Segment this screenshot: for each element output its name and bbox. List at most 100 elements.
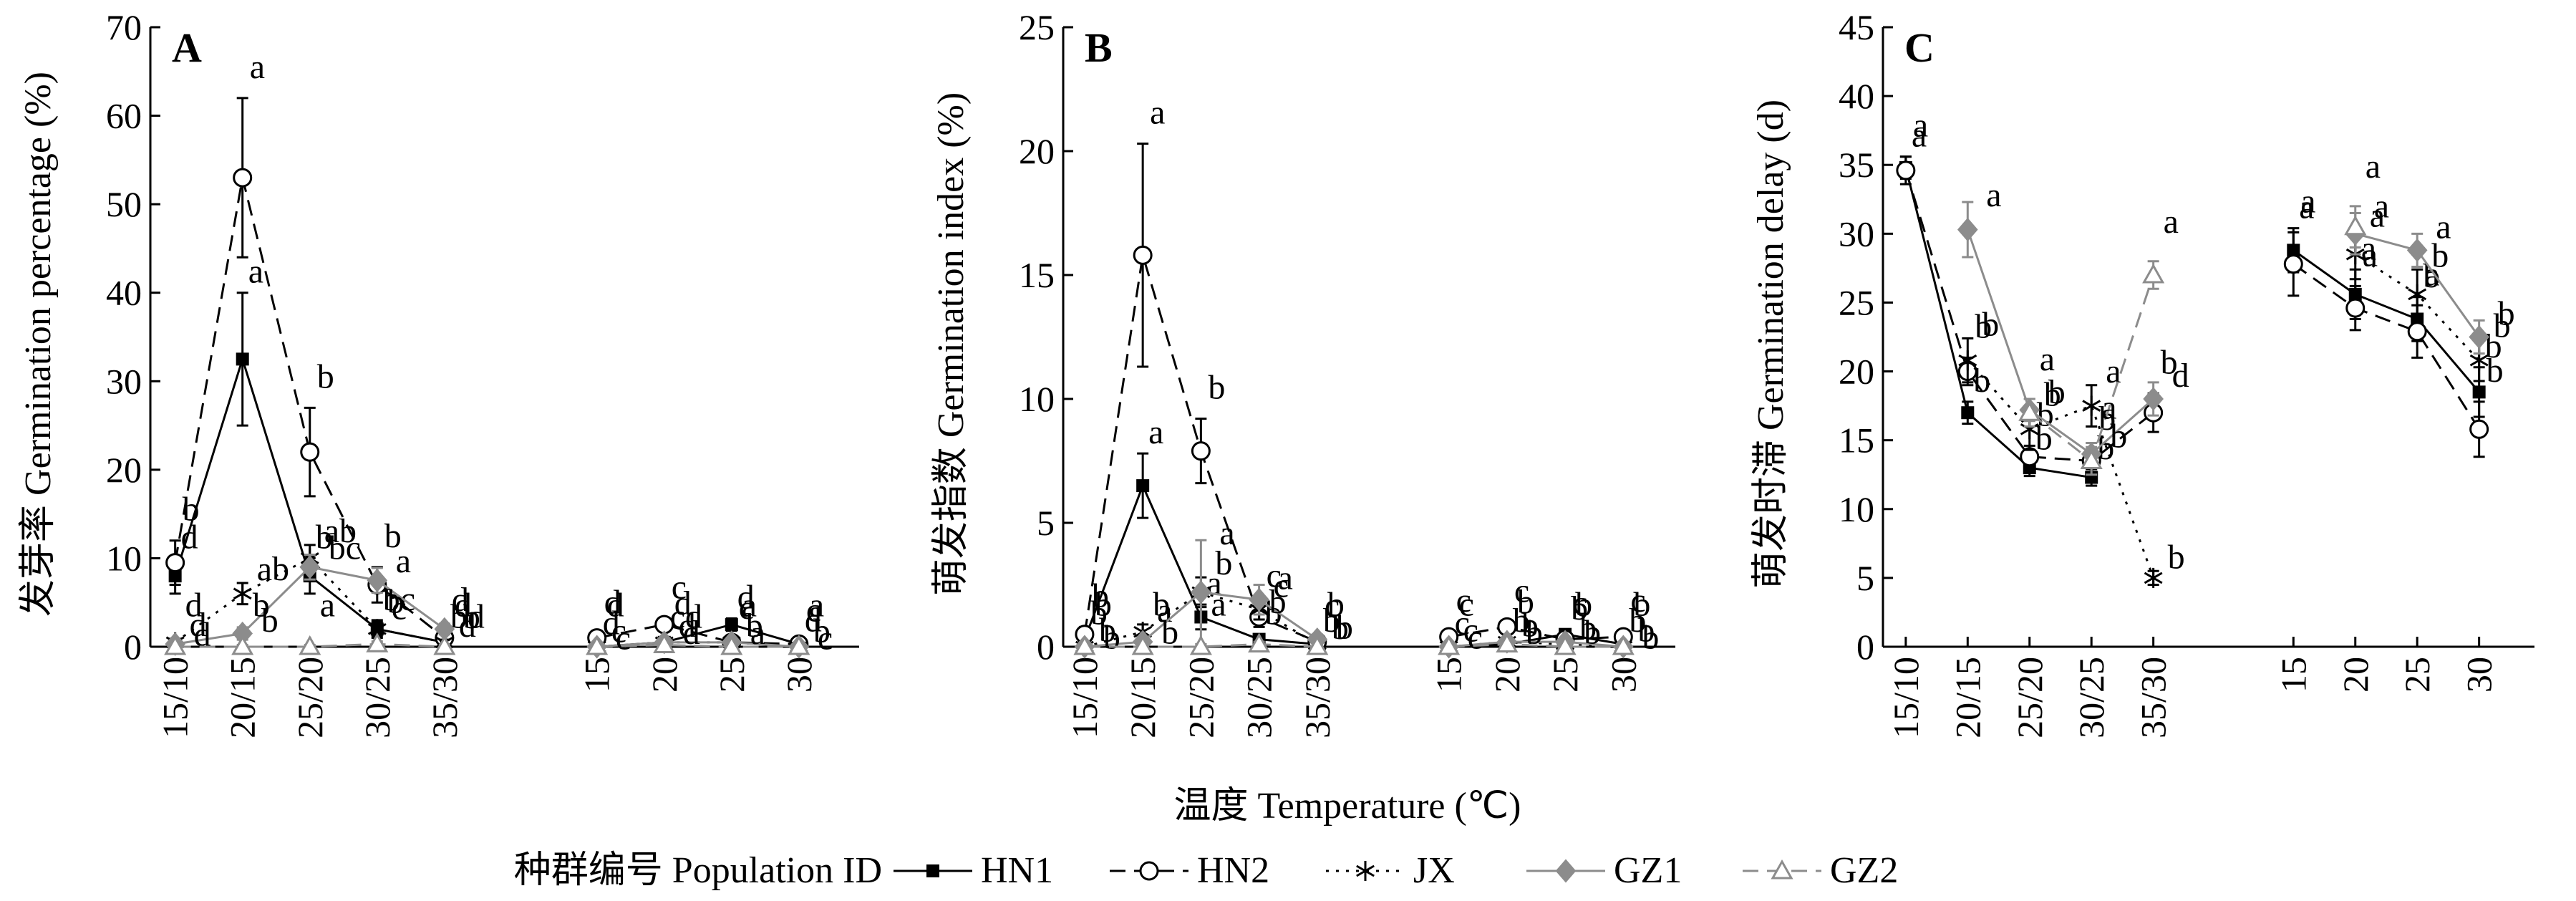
significance-letter: c [1630,582,1645,620]
significance-letter: b [1575,586,1592,624]
significance-letter: b [1161,614,1178,652]
data-point [367,568,388,592]
significance-letter: a [1219,514,1234,552]
significance-letter: c [1463,612,1478,650]
common-x-axis-label: 温度 Temperature (℃) [1173,786,1521,827]
significance-letter: c [1455,604,1470,642]
panel-letter: A [172,24,202,71]
significance-letter: a [396,542,411,580]
legend-label: GZ1 [1614,850,1682,891]
significance-letter: b [1103,619,1120,657]
data-point [2406,238,2428,262]
significance-letter: b [1099,612,1116,650]
significance-letter: a [2299,188,2314,226]
panel-letter: C [1904,24,1935,71]
data-point [299,635,321,655]
significance-letter: b [1215,544,1232,582]
significance-letter: b [2498,294,2515,332]
data-point [1191,441,1211,461]
data-point [2344,215,2367,236]
data-point [2469,419,2489,439]
x-tick-label: 15/10 [1886,657,1926,738]
data-point [233,168,253,188]
significance-letter: a [2164,203,2179,241]
y-tick-label: 10 [1839,489,1874,529]
data-point-stroke [2469,354,2489,367]
data-point [299,555,321,579]
significance-letter: b [261,602,279,640]
y-tick-label: 40 [1839,76,1874,116]
significance-letter: b [2044,375,2061,413]
significance-letter: d [452,581,469,619]
significance-letter: a [2300,182,2315,220]
significance-letter: ab [324,512,357,550]
significance-letter: b [1584,614,1601,652]
data-point [1133,245,1153,265]
significance-letter: a [248,253,263,291]
significance-letter: b [1095,586,1112,624]
significance-letter: b [1571,589,1588,627]
significance-letter: b [746,607,763,645]
significance-letter: b [1327,586,1345,624]
significance-letter: b [1633,586,1650,624]
y-tick-label: 50 [106,184,142,224]
data-point-stroke [1958,354,1977,367]
series-line [596,644,799,648]
significance-letter: b [2168,538,2185,576]
legend-marker [1771,859,1793,880]
legend-entry-HN2: HN2 [1110,850,1269,891]
significance-letter: a [1986,176,2001,214]
data-point [1248,632,1271,653]
data-point-stroke [2144,572,2163,584]
data-point [1249,587,1269,612]
significance-letter: bc [329,529,361,567]
x-tick-label: 20 [1487,657,1527,693]
data-point [300,442,320,462]
data-point [1073,635,1096,655]
legend-entry-GZ1: GZ1 [1526,850,1682,891]
significance-letter: a [1278,559,1293,597]
significance-letter: b [1579,609,1597,647]
significance-letter: b [2037,395,2054,433]
legend-marker [1555,859,1577,883]
x-tick-label: 15/10 [155,657,195,738]
significance-letter: b [1521,607,1539,645]
significance-letter: b [2048,373,2066,411]
legend-title: 种群编号 Population ID [514,850,882,891]
legend-entry-GZ2: GZ2 [1743,850,1898,891]
panel-C: 0 5 10 15 20 25 30 35 40 45 15/10 20/15 25/20 30/25 35… [1751,7,2534,738]
significance-letter: c [1267,557,1282,595]
significance-letter: b [1975,307,1992,345]
significance-letter: a [742,587,757,625]
significance-letter: d [459,607,476,645]
y-tick-label: 25 [1839,282,1874,322]
x-tick-label: 20 [2335,657,2376,693]
data-point [653,633,676,654]
data-point [2143,387,2164,411]
data-point-stroke [2408,288,2427,301]
data-point [2080,449,2103,469]
x-tick-label: 25/20 [290,657,330,738]
significance-letter: b [1332,609,1349,647]
significance-letter: d [737,578,755,616]
significance-letter: c [1274,567,1289,604]
significance-letter: b [1208,369,1225,407]
series-line [1966,229,2154,456]
significance-letter: a [2040,340,2055,378]
y-tick-label: 20 [1839,352,1874,392]
significance-letter: c [1456,582,1471,620]
significance-letter: a [1211,586,1226,624]
significance-letter: b [183,491,200,529]
x-tick-label: 15/10 [1065,657,1105,738]
data-point [1438,635,1461,655]
significance-letter: c [611,612,626,650]
data-point [1496,632,1519,653]
data-point [2345,298,2366,318]
significance-letter: b [1336,609,1353,647]
y-tick-label: 70 [106,7,142,47]
legend-marker-stroke [1356,864,1375,877]
significance-letter: b [2431,236,2449,274]
significance-letter: c [739,589,754,627]
